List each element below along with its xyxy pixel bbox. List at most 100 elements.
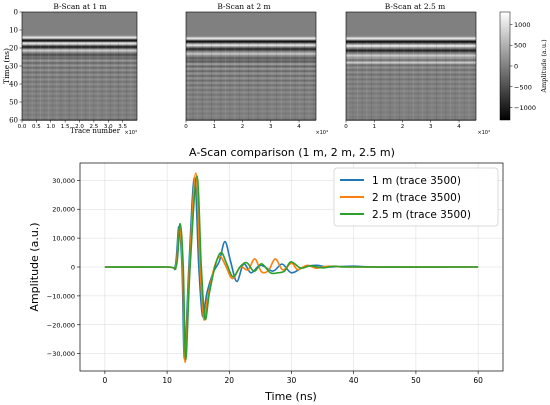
- bscan-2-row: [186, 67, 316, 70]
- bscan-1-row: [22, 87, 137, 89]
- colorbar: −1000 −500 0 500 1000 Amplitude (a.u.): [499, 11, 548, 121]
- bscan-2-row: [186, 100, 316, 102]
- bscan-3-row: [346, 63, 476, 65]
- bscan-2-row: [186, 58, 316, 61]
- bscan-3-row: [346, 17, 476, 19]
- bscan-3-row: [346, 33, 476, 36]
- bscan-1-row: [22, 17, 137, 19]
- bscan-3-row: [346, 58, 476, 60]
- ascan-xtick-label: 20: [225, 376, 235, 385]
- bscan-1-row: [22, 20, 137, 22]
- bscan-2-row: [186, 62, 316, 64]
- bscan-2-row: [186, 111, 316, 113]
- bscan-2-row: [186, 115, 316, 117]
- bscan-2-row: [186, 57, 316, 59]
- bscan-1-row: [22, 33, 137, 36]
- bscan-1-row: [22, 97, 137, 100]
- ascan-ytick-label: −20,000: [47, 321, 75, 329]
- bscan-2-row: [186, 87, 316, 89]
- bscan-1-row: [22, 37, 137, 40]
- bscan-3-row: [346, 84, 476, 86]
- bscan-3-row: [346, 92, 476, 94]
- bscan-3-row: [346, 98, 476, 100]
- bscan-2-xtick-label: 1: [213, 124, 217, 130]
- bscan-2-row: [186, 37, 316, 39]
- bscan-2-row: [186, 96, 316, 98]
- bscan-3-row: [346, 114, 476, 116]
- bscan-1-row: [22, 54, 137, 56]
- bscan-3-xticks: 0 1 2 3 4: [344, 120, 461, 130]
- bscan-3-row: [346, 79, 476, 81]
- bscan-3-row: [346, 97, 476, 100]
- bscan-1-row: [22, 52, 137, 54]
- bscan-3-row: [346, 93, 476, 95]
- bscan-3-row: [346, 88, 476, 91]
- bscan-2-row: [186, 75, 316, 77]
- bscan-3-row: [346, 114, 476, 117]
- bscan-3-row: [346, 113, 476, 115]
- bscan-1-row: [22, 97, 137, 99]
- bscan-1-xtick-label: 0.0: [18, 124, 27, 130]
- bscan-1-row: [22, 114, 137, 116]
- bscan-1-xtick-label: 3.0: [104, 124, 113, 130]
- bscan-3-row: [346, 111, 476, 113]
- bscan-1-row: [22, 35, 137, 37]
- bscan-1-row: [22, 112, 137, 114]
- bscan-3-row: [346, 23, 476, 25]
- bscan-2-row: [186, 12, 316, 14]
- bscan-2-row: [186, 114, 316, 117]
- bscan-3-row: [346, 84, 476, 87]
- bscan-3-row: [346, 101, 476, 103]
- bscan-3-row: [346, 119, 476, 121]
- bscan-2-row: [186, 16, 316, 19]
- bscan-2-frame: [185, 11, 317, 121]
- bscan-3-row: [346, 12, 476, 14]
- bscan-3-row: [346, 58, 476, 61]
- bscan-3-xtick-label: 3: [429, 124, 433, 130]
- bscan-3-row: [346, 88, 476, 90]
- bscan-1-row: [22, 109, 137, 111]
- bscan-1-row: [22, 55, 137, 57]
- bscan-2-row: [186, 53, 316, 55]
- bscan-2-row: [186, 41, 316, 44]
- ascan-ytick-label: 30,000: [52, 177, 75, 185]
- bscan-2-row: [186, 74, 316, 76]
- bscan-1-row: [22, 41, 137, 44]
- bscan-2-row: [186, 113, 316, 115]
- ascan-xtick-label: 40: [349, 376, 359, 385]
- bscan-2-row: [186, 29, 316, 31]
- bscan-1-row: [22, 39, 137, 41]
- bscan-2-xtick-label: 0: [184, 124, 188, 130]
- bscan-3-row: [346, 104, 476, 106]
- bscan-2-row: [186, 18, 316, 20]
- bscan-1-row: [22, 77, 137, 79]
- bscan-3-row: [346, 59, 476, 61]
- bscan-1-row: [22, 118, 137, 120]
- bscan-1-row: [22, 31, 137, 33]
- bscan-3-row: [346, 38, 476, 40]
- bscan-2-row: [186, 59, 316, 61]
- bscan-2-row: [186, 24, 316, 27]
- bscan-1-row: [22, 110, 137, 112]
- bscan-1-row: [22, 12, 137, 14]
- ascan-xtick-label: 30: [287, 376, 297, 385]
- bscan-3-row: [346, 105, 476, 108]
- bscan-2-row: [186, 58, 316, 60]
- bscan-2-row: [186, 23, 316, 25]
- bscan-1-xlabel: Trace number: [70, 127, 121, 135]
- bscan-2-row: [186, 69, 316, 71]
- bscan-3-row: [346, 51, 476, 53]
- bscan-2-row: [186, 109, 316, 111]
- bscan-1-row: [22, 68, 137, 70]
- bscan-1-row: [22, 59, 137, 61]
- bscan-2-row: [186, 47, 316, 49]
- bscan-3-row: [346, 20, 476, 22]
- bscan-3-row: [346, 101, 476, 104]
- colorbar-tick-label: −500: [514, 83, 532, 91]
- bscan-2-row: [186, 79, 316, 81]
- bscan-3-row: [346, 29, 476, 31]
- bscan-2-row: [186, 30, 316, 32]
- bscan-3-row: [346, 99, 476, 101]
- bscan-1-x-multiplier: ×10⁴: [124, 130, 137, 136]
- bscan-1-row: [22, 16, 137, 18]
